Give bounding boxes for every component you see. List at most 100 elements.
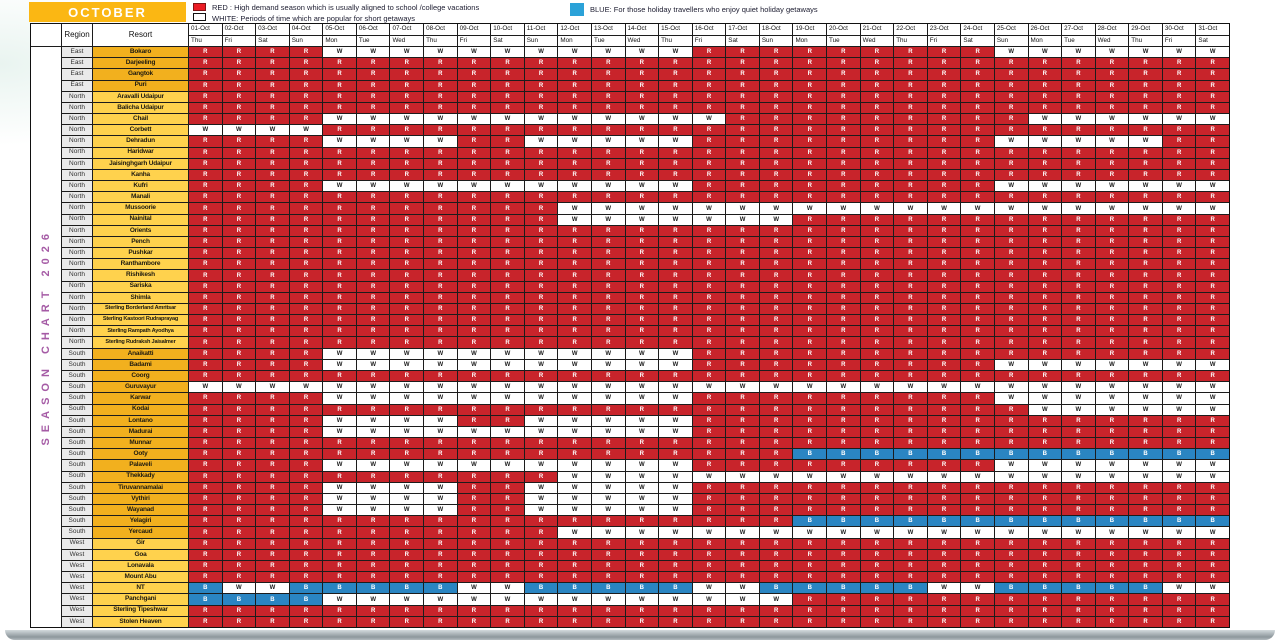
season-cell: R bbox=[659, 337, 692, 348]
season-cell: R bbox=[491, 192, 524, 203]
season-cell: B bbox=[1095, 583, 1129, 594]
season-cell: R bbox=[289, 292, 323, 303]
season-cell: R bbox=[491, 549, 524, 560]
season-cell: R bbox=[222, 181, 256, 192]
season-cell: R bbox=[659, 281, 692, 292]
season-cell: R bbox=[692, 125, 726, 136]
season-cell: R bbox=[793, 181, 827, 192]
season-cell: R bbox=[894, 404, 927, 415]
season-cell: W bbox=[659, 136, 692, 147]
season-cell: R bbox=[994, 281, 1028, 292]
season-cell: R bbox=[256, 493, 289, 505]
season-cell: W bbox=[625, 493, 659, 505]
season-cell: R bbox=[323, 527, 356, 538]
season-cell: R bbox=[1162, 482, 1196, 493]
season-cell: R bbox=[827, 114, 860, 125]
season-cell: R bbox=[457, 315, 491, 326]
season-cell: R bbox=[961, 303, 994, 315]
season-cell: R bbox=[927, 404, 961, 415]
season-cell: R bbox=[1062, 348, 1095, 359]
season-cell: R bbox=[1196, 438, 1229, 449]
season-cell: R bbox=[558, 270, 591, 281]
season-cell: R bbox=[558, 80, 591, 91]
region-label: East bbox=[62, 47, 92, 58]
resort-label: Madurai bbox=[93, 426, 188, 438]
season-cell: R bbox=[256, 426, 289, 438]
season-cell: R bbox=[457, 371, 491, 382]
season-cell: W bbox=[1028, 393, 1062, 404]
season-cell: R bbox=[1062, 147, 1095, 158]
season-cell: R bbox=[927, 415, 961, 426]
season-cell: R bbox=[491, 337, 524, 348]
season-cell: R bbox=[659, 449, 692, 460]
season-cell: R bbox=[927, 371, 961, 382]
season-cell: R bbox=[1129, 616, 1162, 627]
season-cell: R bbox=[1129, 292, 1162, 303]
season-cell: R bbox=[222, 471, 256, 482]
season-cell: R bbox=[994, 236, 1028, 248]
date-header: 09-Oct bbox=[457, 24, 491, 35]
region-label: West bbox=[62, 605, 92, 616]
season-cell: R bbox=[390, 58, 424, 69]
season-cell: R bbox=[1062, 236, 1095, 248]
season-cell: R bbox=[1162, 214, 1196, 225]
season-cell: R bbox=[491, 605, 524, 616]
season-cell: R bbox=[524, 549, 558, 560]
season-cell: R bbox=[860, 415, 894, 426]
season-cell: R bbox=[1095, 80, 1129, 91]
region-label: South bbox=[62, 438, 92, 449]
season-cell: R bbox=[1062, 605, 1095, 616]
season-cell: R bbox=[659, 192, 692, 203]
season-cell: R bbox=[356, 538, 390, 549]
season-cell: R bbox=[726, 225, 759, 236]
season-cell: R bbox=[692, 549, 726, 560]
season-cell: R bbox=[994, 58, 1028, 69]
season-cell: W bbox=[692, 114, 726, 125]
season-cell: R bbox=[289, 438, 323, 449]
season-cell: R bbox=[189, 393, 222, 404]
season-cell: R bbox=[793, 58, 827, 69]
season-cell: R bbox=[323, 225, 356, 236]
season-cell: R bbox=[1062, 549, 1095, 560]
season-cell: R bbox=[994, 538, 1028, 549]
season-cell: R bbox=[1095, 348, 1129, 359]
season-cell: R bbox=[793, 616, 827, 627]
season-cell: W bbox=[256, 583, 289, 594]
season-cell: R bbox=[1095, 225, 1129, 236]
season-cell: R bbox=[1162, 493, 1196, 505]
season-cell: R bbox=[894, 337, 927, 348]
season-cell: R bbox=[860, 192, 894, 203]
season-cell: R bbox=[390, 560, 424, 572]
season-cell: R bbox=[726, 69, 759, 80]
season-cell: R bbox=[793, 147, 827, 158]
season-cell: R bbox=[793, 259, 827, 270]
season-cell: R bbox=[793, 248, 827, 259]
season-cell: R bbox=[189, 516, 222, 527]
season-cell: R bbox=[323, 560, 356, 572]
season-cell: R bbox=[390, 158, 424, 169]
season-cell: W bbox=[1129, 404, 1162, 415]
season-cell: W bbox=[390, 505, 424, 516]
season-cell: R bbox=[961, 359, 994, 371]
season-cell: R bbox=[558, 549, 591, 560]
season-cell: R bbox=[256, 337, 289, 348]
season-cell: R bbox=[424, 91, 457, 102]
season-cell: R bbox=[793, 482, 827, 493]
season-cell: R bbox=[726, 181, 759, 192]
season-cell: R bbox=[961, 169, 994, 181]
season-cell: B bbox=[189, 583, 222, 594]
season-cell: R bbox=[726, 326, 759, 337]
season-cell: R bbox=[558, 605, 591, 616]
season-cell: R bbox=[759, 303, 793, 315]
season-cell: R bbox=[994, 114, 1028, 125]
season-cell: W bbox=[323, 382, 356, 393]
season-cell: R bbox=[860, 560, 894, 572]
legend-white-swatch bbox=[193, 13, 206, 21]
region-label: South bbox=[62, 426, 92, 438]
season-cell: R bbox=[726, 516, 759, 527]
resort-label: Anaikatti bbox=[93, 348, 188, 359]
season-cell: R bbox=[457, 292, 491, 303]
season-cell: W bbox=[1028, 404, 1062, 415]
season-cell: R bbox=[222, 516, 256, 527]
season-cell: R bbox=[1062, 438, 1095, 449]
